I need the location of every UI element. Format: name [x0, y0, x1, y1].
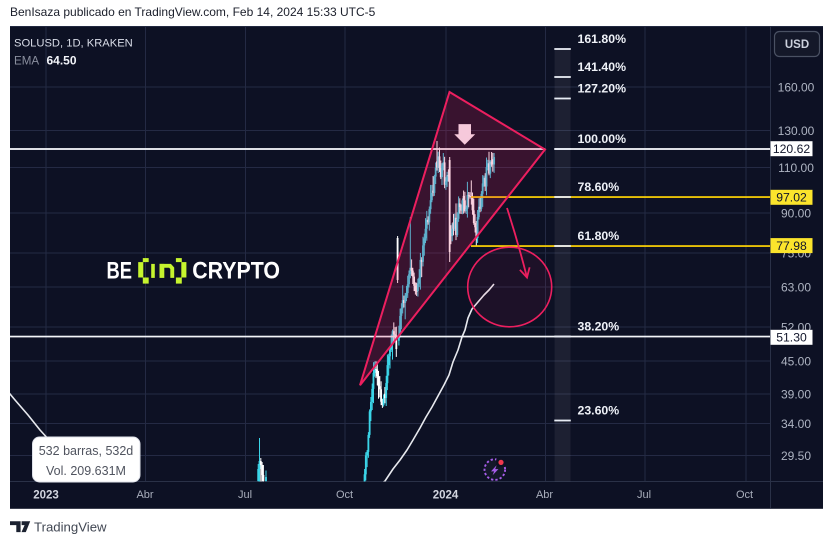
svg-text:CRYPTO: CRYPTO [192, 258, 280, 285]
svg-text:2023: 2023 [33, 490, 59, 502]
svg-text:Vol. 209.631M: Vol. 209.631M [46, 464, 126, 478]
svg-text:TradingView: TradingView [34, 520, 107, 535]
svg-text:63.00: 63.00 [781, 280, 811, 294]
svg-text:Jul: Jul [238, 489, 252, 501]
svg-text:77.98: 77.98 [776, 239, 807, 253]
svg-text:78.60%: 78.60% [578, 180, 620, 194]
svg-text:EMA: EMA [14, 55, 39, 68]
svg-text:45.00: 45.00 [781, 354, 811, 368]
svg-text:127.20%: 127.20% [578, 82, 627, 96]
svg-text:130.00: 130.00 [778, 124, 815, 138]
svg-text:160.00: 160.00 [778, 80, 815, 94]
svg-text:Oct: Oct [336, 489, 353, 501]
svg-text:Oct: Oct [736, 489, 753, 501]
svg-text:BE: BE [107, 258, 133, 285]
svg-text:110.00: 110.00 [778, 161, 814, 175]
svg-text:34.00: 34.00 [781, 417, 811, 431]
svg-text:532 barras, 532d: 532 barras, 532d [39, 444, 134, 458]
svg-text:39.00: 39.00 [781, 387, 811, 401]
svg-text:38.20%: 38.20% [578, 320, 620, 334]
svg-text:Abr: Abr [136, 489, 153, 501]
svg-text:141.40%: 141.40% [578, 60, 627, 74]
svg-text:29.50: 29.50 [781, 449, 811, 463]
svg-text:23.60%: 23.60% [578, 404, 620, 418]
svg-text:Jul: Jul [637, 489, 651, 501]
svg-text:64.50: 64.50 [47, 54, 77, 68]
svg-text:Abr: Abr [536, 489, 553, 501]
svg-text:100.00%: 100.00% [578, 132, 627, 146]
svg-text:51.30: 51.30 [776, 331, 807, 345]
svg-text:USD: USD [785, 39, 809, 51]
svg-text:161.80%: 161.80% [578, 32, 627, 46]
svg-text:97.02: 97.02 [776, 191, 807, 205]
svg-text:61.80%: 61.80% [578, 229, 620, 243]
svg-text:2024: 2024 [433, 490, 459, 502]
svg-text:120.62: 120.62 [773, 142, 810, 156]
svg-text:SOLUSD, 1D, KRAKEN: SOLUSD, 1D, KRAKEN [14, 38, 133, 50]
svg-text:90.00: 90.00 [781, 206, 811, 220]
